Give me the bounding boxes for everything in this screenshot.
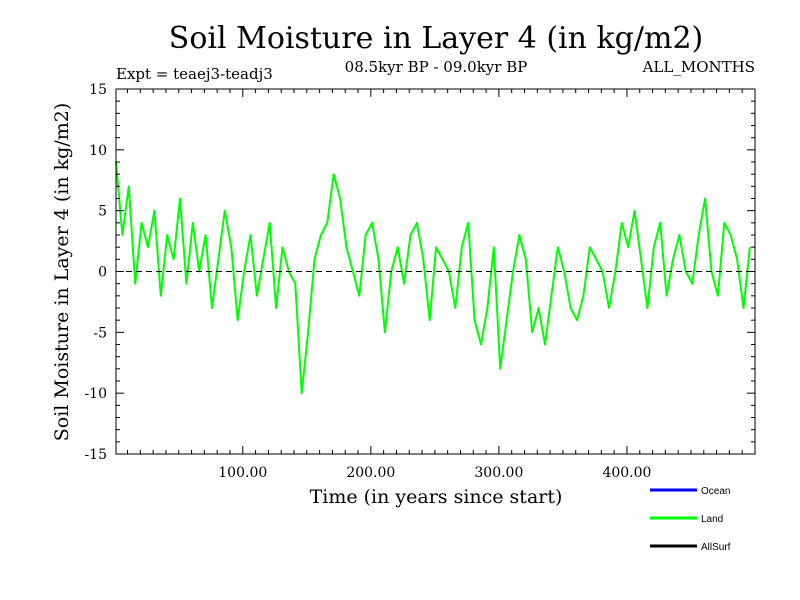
x-axis-label: Time (in years since start) [310, 486, 563, 508]
x-tick-label: 300.00 [474, 465, 523, 481]
chart-subtitle-center: 08.5kyr BP - 09.0kyr BP [345, 58, 528, 76]
y-axis-label: Soil Moisture in Layer 4 (in kg/m2) [51, 103, 73, 442]
y-tick-label: 15 [89, 82, 107, 98]
legend: Ocean Land AllSurf [650, 486, 731, 553]
plot-area: 100.00 200.00 300.00 400.00 15 10 5 0 -5 -10 -15 [84, 82, 756, 481]
x-tick-label: 100.00 [218, 465, 267, 481]
legend-label-allsurf: AllSurf [701, 542, 731, 553]
legend-label-land: Land [701, 514, 723, 525]
x-tick-label: 400.00 [602, 465, 651, 481]
y-tick-label: -10 [84, 386, 107, 402]
chart-title: Soil Moisture in Layer 4 (in kg/m2) [169, 21, 703, 56]
chart-subtitle-left: Expt = teaej3-teadj3 [116, 65, 273, 83]
legend-label-ocean: Ocean [701, 486, 730, 497]
y-tick-label: -5 [93, 325, 107, 341]
y-tick-label: -15 [84, 447, 107, 463]
series-line-land [115, 161, 751, 395]
chart-subtitle-right: ALL_MONTHS [642, 58, 755, 76]
y-tick-label: 0 [98, 265, 107, 281]
y-tick-label: 10 [89, 143, 107, 159]
y-tick-label: 5 [98, 204, 107, 220]
x-tick-label: 200.00 [346, 465, 395, 481]
